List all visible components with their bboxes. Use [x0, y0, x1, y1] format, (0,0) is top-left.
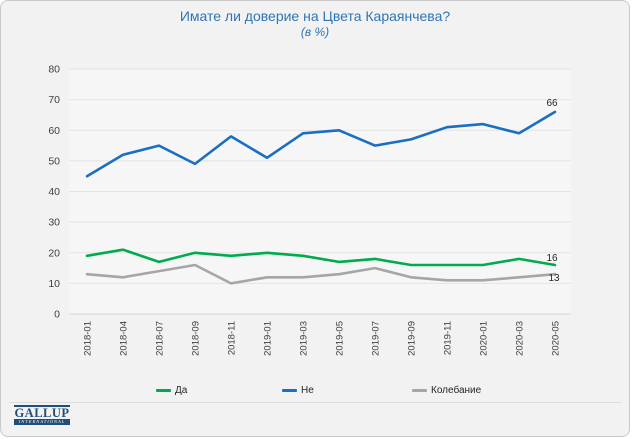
- legend-item-ne: Не: [282, 385, 314, 396]
- legend-label-da: Да: [175, 385, 188, 396]
- series-line-Да: [85, 248, 557, 267]
- chart-subtitle: (в %): [300, 25, 330, 39]
- series-line-Колебание: [85, 263, 557, 285]
- x-tick-label: 2020-03: [515, 321, 526, 356]
- x-tick-label: 2018-09: [191, 321, 202, 356]
- x-tick-label: 2019-05: [335, 321, 346, 356]
- gallup-logo-wordmark: GALLUP: [14, 405, 70, 420]
- legend-label-ne: Не: [301, 385, 314, 396]
- x-tick-label: 2019-09: [407, 321, 418, 356]
- x-tick-label: 2019-11: [443, 321, 454, 355]
- y-tick-label: 30: [48, 217, 60, 229]
- legend-swatch-da: [156, 389, 171, 392]
- data-label-Не: 66: [546, 98, 558, 109]
- x-tick-label: 2020-05: [551, 321, 562, 356]
- x-tick-label: 2020-01: [479, 321, 490, 356]
- legend-swatch-ne: [282, 389, 297, 392]
- chart-title: Имате ли доверие на Цвета Караянчева?: [179, 8, 451, 24]
- x-tick-label: 2018-01: [83, 321, 94, 356]
- gallup-logo: GALLUP INTERNATIONAL: [14, 405, 70, 425]
- y-tick-label: 60: [48, 125, 60, 137]
- series-line-Не: [85, 110, 557, 178]
- data-label-Колебание: 13: [548, 273, 560, 284]
- y-tick-label: 40: [48, 186, 60, 198]
- y-tick-label: 80: [48, 64, 60, 76]
- legend-item-kolebanie: Колебание: [412, 385, 481, 396]
- y-tick-label: 20: [48, 247, 60, 259]
- y-tick-label: 10: [48, 278, 60, 290]
- legend-item-da: Да: [156, 385, 187, 396]
- data-label-Да: 16: [546, 253, 558, 264]
- x-tick-label: 2018-07: [155, 321, 166, 356]
- x-tick-label: 2019-03: [299, 321, 310, 356]
- y-tick-label: 70: [48, 94, 60, 106]
- x-tick-label: 2019-07: [371, 321, 382, 356]
- y-tick-label: 50: [48, 155, 60, 167]
- x-tick-label: 2018-11: [227, 321, 238, 355]
- x-tick-label: 2018-04: [119, 321, 130, 356]
- gallup-logo-subtitle: INTERNATIONAL: [14, 419, 70, 425]
- y-tick-label: 0: [54, 309, 60, 321]
- chart-legend: Да Не Колебание: [1, 385, 629, 401]
- legend-swatch-kolebanie: [412, 389, 427, 392]
- footer-divider: [9, 402, 621, 403]
- legend-label-kolebanie: Колебание: [431, 385, 482, 396]
- x-tick-label: 2019-01: [263, 321, 274, 356]
